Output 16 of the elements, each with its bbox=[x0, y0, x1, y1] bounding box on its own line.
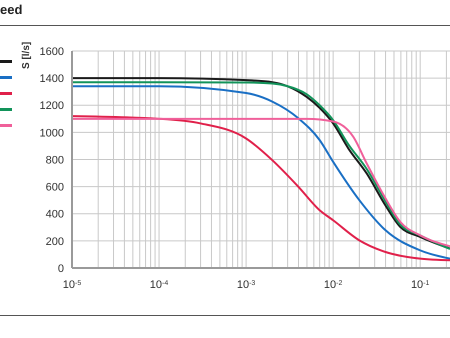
x-tick-label: 10$^{-1}$ bbox=[410, 279, 430, 291]
x-tick-label: 10$^{-4}$ bbox=[150, 279, 168, 291]
y-tick-label: 600 bbox=[46, 182, 64, 194]
y-tick-label: 200 bbox=[46, 236, 64, 248]
y-tick-label: 1400 bbox=[40, 73, 64, 86]
y-tick-label: 800 bbox=[46, 154, 64, 166]
y-tick-label: 1000 bbox=[40, 127, 64, 140]
y-tick-label: 0 bbox=[58, 262, 64, 275]
x-tick-label: 10$^{-3}$ bbox=[236, 279, 256, 291]
y-tick-label: 1600 bbox=[40, 46, 64, 58]
y-tick-label: 400 bbox=[46, 208, 64, 221]
x-tick-label: 10$^{-2}$ bbox=[324, 279, 342, 291]
chart-title: eed bbox=[0, 2, 22, 17]
y-tick-label: 1200 bbox=[40, 100, 64, 112]
y-axis-title: S [l/s] bbox=[21, 42, 32, 69]
x-tick-label: 10$^{-5}$ bbox=[62, 279, 82, 291]
